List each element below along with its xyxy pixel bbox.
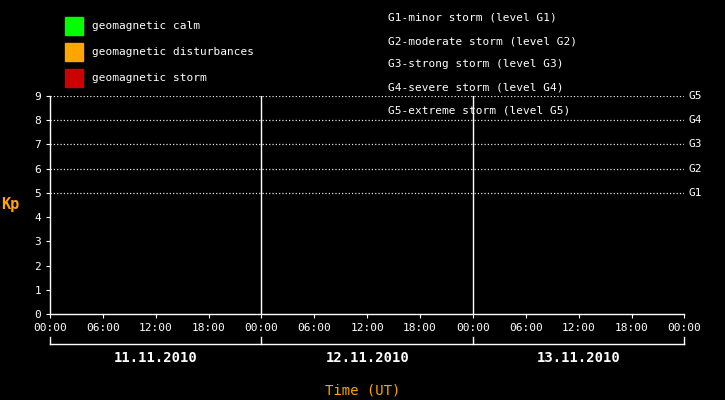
Text: G5-extreme storm (level G5): G5-extreme storm (level G5)	[388, 106, 570, 116]
Text: 13.11.2010: 13.11.2010	[536, 351, 621, 365]
Text: geomagnetic storm: geomagnetic storm	[92, 73, 207, 83]
Text: 11.11.2010: 11.11.2010	[114, 351, 198, 365]
Text: G3-strong storm (level G3): G3-strong storm (level G3)	[388, 60, 563, 70]
Text: Kp: Kp	[1, 198, 20, 212]
Text: G4: G4	[688, 115, 702, 125]
Text: G2-moderate storm (level G2): G2-moderate storm (level G2)	[388, 36, 577, 46]
Text: G2: G2	[688, 164, 702, 174]
Text: G5: G5	[688, 91, 702, 101]
Text: 12.11.2010: 12.11.2010	[326, 351, 409, 365]
Text: geomagnetic disturbances: geomagnetic disturbances	[92, 47, 254, 57]
Text: geomagnetic calm: geomagnetic calm	[92, 21, 200, 31]
Text: G3: G3	[688, 140, 702, 150]
Text: G4-severe storm (level G4): G4-severe storm (level G4)	[388, 83, 563, 93]
Text: G1-minor storm (level G1): G1-minor storm (level G1)	[388, 13, 557, 23]
Text: G1: G1	[688, 188, 702, 198]
Text: Time (UT): Time (UT)	[325, 383, 400, 397]
